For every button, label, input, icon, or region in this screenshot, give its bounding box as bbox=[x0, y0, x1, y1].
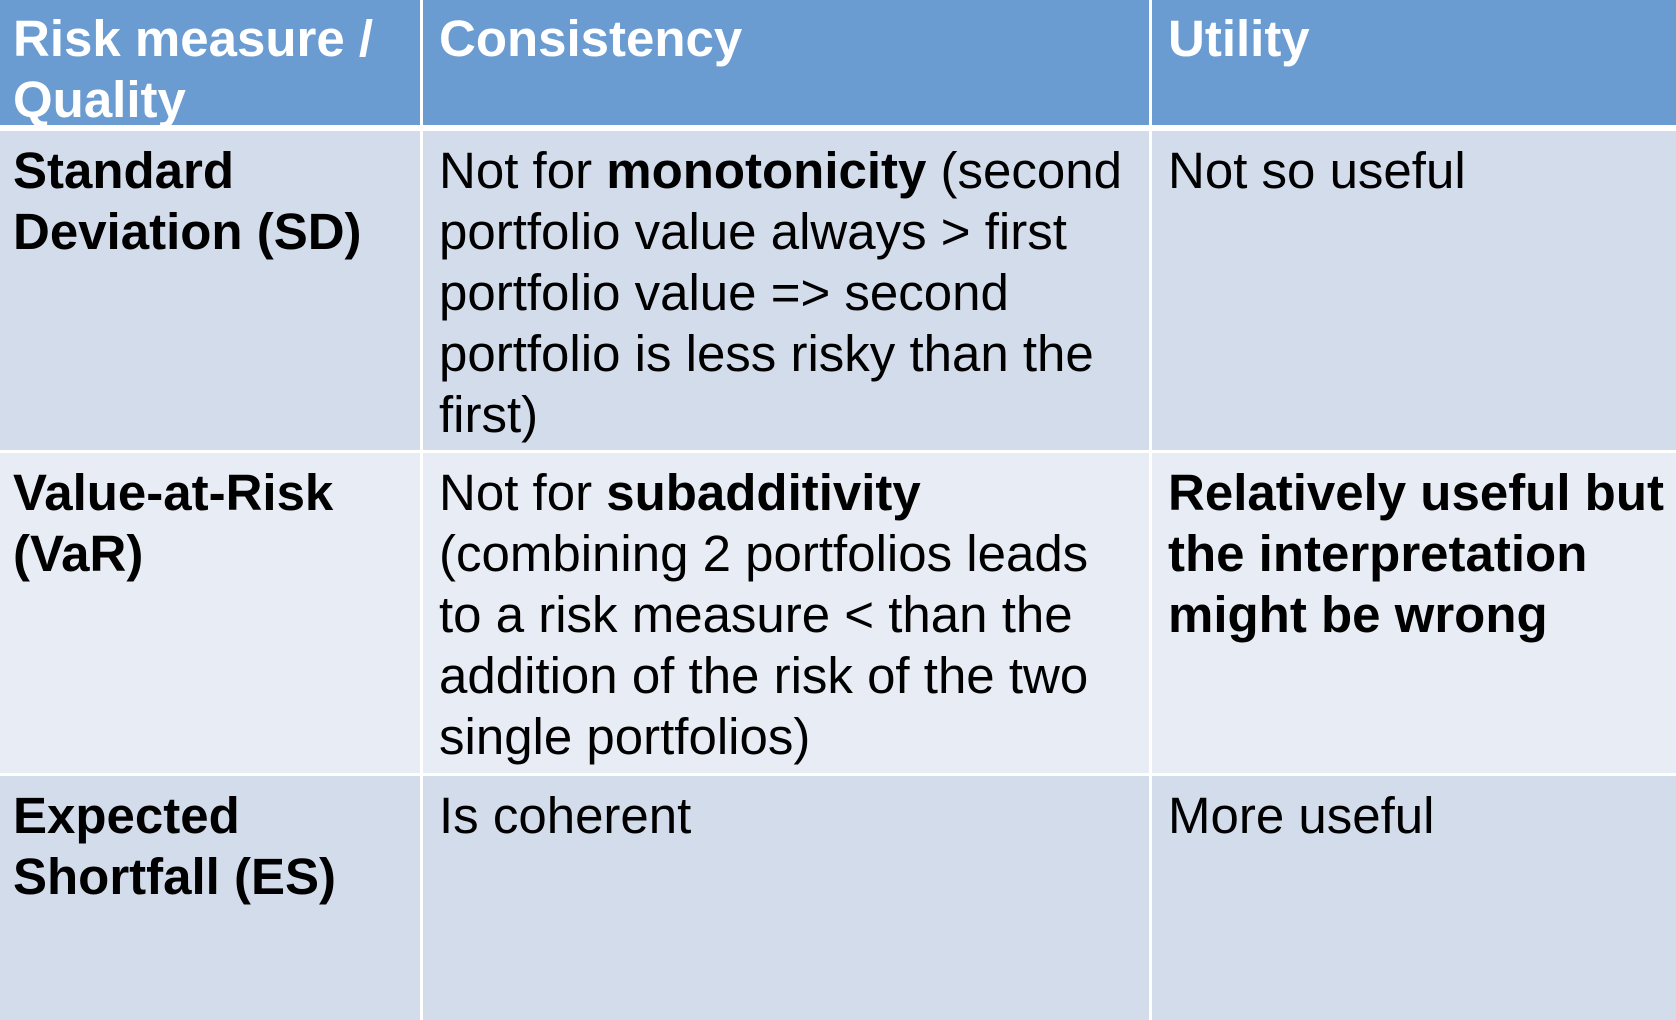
row-sd-consistency-suffix: (second portfolio value always > first p… bbox=[439, 142, 1122, 443]
row-var-consistency-prefix: Not for bbox=[439, 464, 607, 521]
row-var-consistency-suffix: (combining 2 portfolios leads to a risk … bbox=[439, 525, 1089, 765]
row-es-consistency: Is coherent bbox=[423, 776, 1152, 1020]
row-sd-consistency-prefix: Not for bbox=[439, 142, 607, 199]
row-es-measure: Expected Shortfall (ES) bbox=[0, 776, 423, 1020]
row-es-utility: More useful bbox=[1152, 776, 1676, 1020]
row-sd-utility: Not so useful bbox=[1152, 131, 1676, 453]
row-sd-consistency: Not for monotonicity (second portfolio v… bbox=[423, 131, 1152, 453]
header-consistency: Consistency bbox=[423, 0, 1152, 131]
header-utility: Utility bbox=[1152, 0, 1676, 131]
row-var-consistency-keyword: subadditivity bbox=[606, 464, 921, 521]
header-risk-measure: Risk measure / Quality bbox=[0, 0, 423, 131]
row-sd-measure: Standard Deviation (SD) bbox=[0, 131, 423, 453]
row-sd-consistency-keyword: monotonicity bbox=[606, 142, 927, 199]
row-var-utility: Relatively useful but the interpretation… bbox=[1152, 453, 1676, 776]
row-var-consistency: Not for subadditivity (combining 2 portf… bbox=[423, 453, 1152, 776]
row-var-measure: Value-at-Risk (VaR) bbox=[0, 453, 423, 776]
